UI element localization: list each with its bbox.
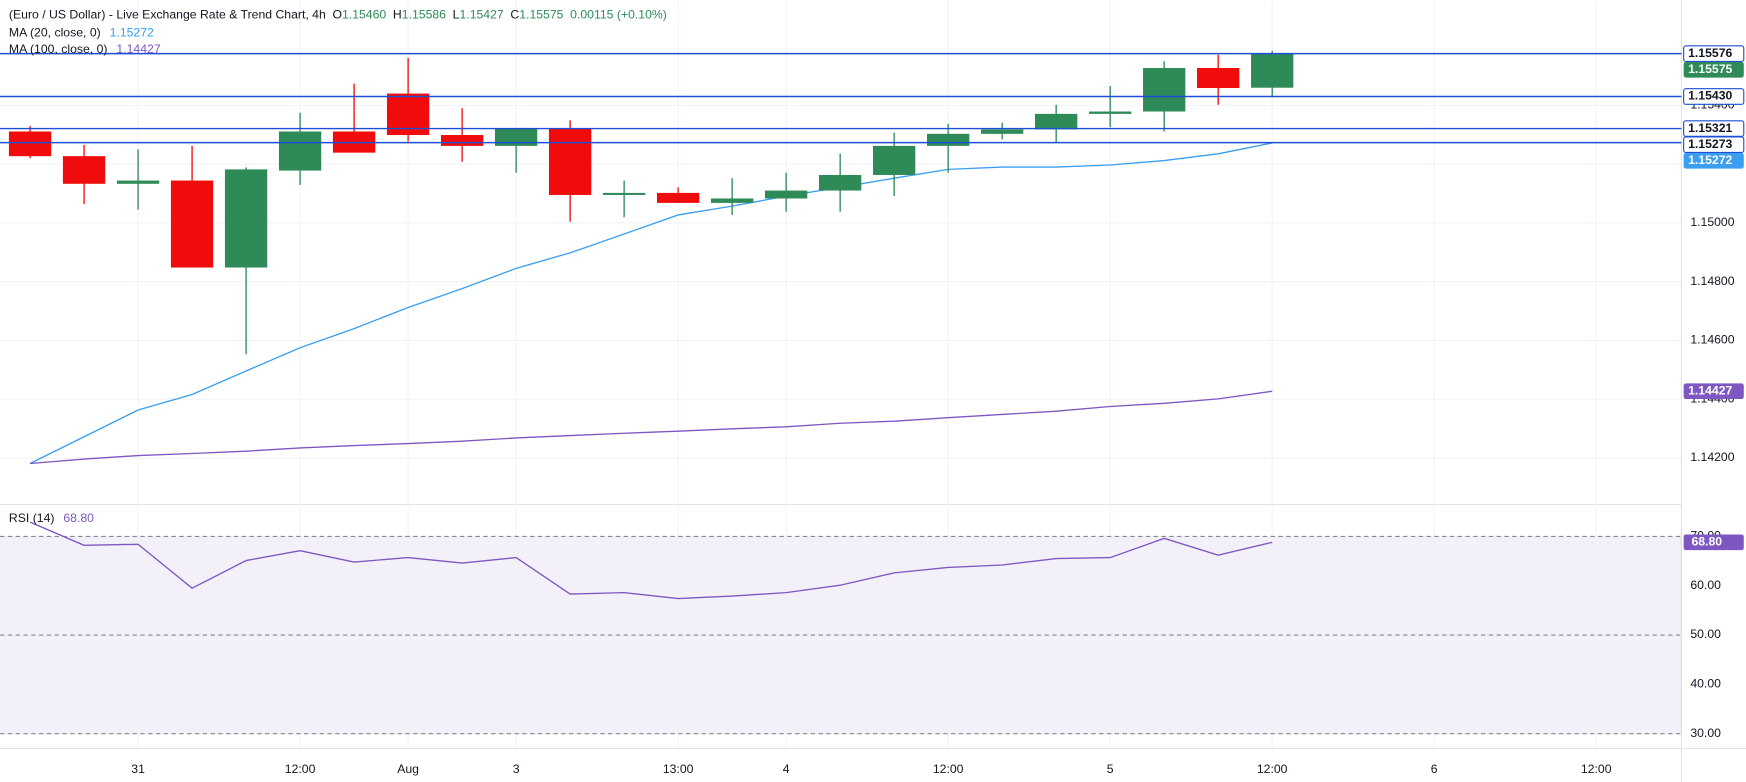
rsi-value-label: 68.80 [1691, 535, 1722, 549]
candle-body [873, 145, 916, 175]
ohlc-key: C [510, 8, 519, 22]
candle-body [1143, 68, 1186, 112]
candle-body [62, 156, 106, 184]
level-label: 1.15273 [1688, 137, 1732, 151]
legend: (Euro / US Dollar) - Live Exchange Rate … [9, 8, 667, 22]
candle-body [494, 128, 538, 146]
change-value: 0.00115 (+0.10%) [570, 8, 667, 22]
candle-body [1197, 68, 1240, 89]
y-tick-label: 1.15000 [1690, 215, 1734, 229]
chart-title: (Euro / US Dollar) - Live Exchange Rate … [9, 8, 326, 22]
ohlc-value: 1.15460 [342, 8, 386, 22]
ma-value-label: 1.15272 [1688, 153, 1732, 167]
candle-body [8, 131, 52, 157]
y-tick-label: 40.00 [1690, 677, 1721, 691]
last-price-label-bg [1683, 61, 1744, 78]
x-tick-label: Aug [397, 762, 419, 776]
x-tick-label: 3 [513, 762, 520, 776]
legend-entry: MA (20, close, 0) [9, 26, 101, 40]
level-label-bg [1683, 136, 1745, 154]
candle-body [981, 129, 1024, 134]
legend: MA (20, close, 0) 1.15272 [9, 26, 154, 40]
x-tick-label: 12:00 [933, 762, 964, 776]
moving-average [29, 142, 1273, 465]
level-label: 1.15321 [1688, 121, 1732, 135]
legend-entry: RSI (14) [9, 511, 55, 525]
ma-value-label-bg [1683, 153, 1744, 169]
candle-body [656, 192, 700, 203]
candle-body [1251, 53, 1294, 88]
candle-body [764, 190, 808, 199]
level-label: 1.15430 [1688, 89, 1732, 103]
ohlc-value: 1.15586 [402, 8, 446, 22]
ohlc-value: 1.15427 [459, 8, 503, 22]
x-tick-label: 6 [1431, 762, 1438, 776]
x-tick-label: 12:00 [1581, 762, 1612, 776]
x-tick-label: 12:00 [285, 762, 316, 776]
x-tick-label: 5 [1107, 762, 1114, 776]
y-tick-label: 50.00 [1690, 627, 1721, 641]
level-label-bg [1683, 88, 1745, 105]
candle-body [224, 169, 268, 268]
candle-body [548, 128, 592, 195]
y-tick-label: 1.14800 [1690, 274, 1734, 288]
y-tick-label: 30.00 [1690, 726, 1721, 740]
ohlc-value: 1.15575 [519, 8, 563, 22]
rsi-value-label-bg [1683, 534, 1744, 551]
x-tick-label: 13:00 [663, 762, 694, 776]
x-tick-label: 4 [783, 762, 790, 776]
x-tick-label: 31 [131, 762, 145, 776]
y-tick-label: 1.14200 [1690, 450, 1734, 464]
candle-body [116, 180, 160, 184]
candle-body [1035, 113, 1078, 130]
level-label-bg [1683, 45, 1745, 62]
ma-value-label-bg [1683, 383, 1744, 400]
rsi-line [29, 521, 1273, 600]
legend-value: 1.14427 [116, 42, 160, 56]
legend: RSI (14) 68.80 [9, 511, 94, 525]
moving-average [30, 390, 1273, 465]
last-price-label: 1.15575 [1688, 62, 1732, 76]
level-label: 1.15576 [1688, 46, 1732, 60]
ohlc-key: O [332, 8, 342, 22]
candle-body [602, 192, 646, 195]
candle-body [440, 135, 484, 146]
legend-value: 1.15272 [110, 26, 154, 40]
legend: MA (100, close, 0) 1.14427 [9, 42, 161, 56]
y-tick-label: 60.00 [1690, 578, 1721, 592]
ma-value-label: 1.14427 [1688, 383, 1732, 397]
x-tick-label: 12:00 [1257, 762, 1288, 776]
candle-body [818, 174, 862, 191]
y-tick-label: 1.14600 [1690, 333, 1734, 347]
candle-body [1089, 111, 1132, 114]
candle-body [170, 180, 214, 268]
candle-body [278, 131, 322, 171]
legend-entry: MA (100, close, 0) [9, 42, 108, 56]
candle-body [710, 198, 754, 203]
legend-value: 68.80 [63, 511, 94, 525]
ohlc-key: H [393, 8, 402, 22]
ohlc-key: L [453, 8, 460, 22]
candle-body [927, 133, 970, 146]
